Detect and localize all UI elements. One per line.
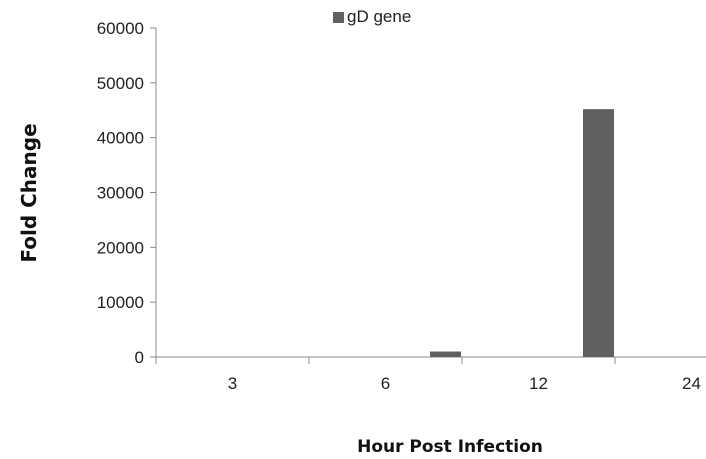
x-tick-label: 24 <box>682 374 701 393</box>
y-tick-label: 40000 <box>97 129 144 148</box>
x-tick-label: 6 <box>381 374 390 393</box>
y-axis-title: Fold Change <box>17 123 41 262</box>
y-tick-label: 10000 <box>97 293 144 312</box>
y-tick-label: 20000 <box>97 238 144 257</box>
legend-label: gD gene <box>347 7 411 26</box>
legend-swatch <box>333 12 344 23</box>
x-axis: 3 6 12 24 <box>155 356 706 393</box>
y-tick-label: 30000 <box>97 184 144 203</box>
bar-12 <box>583 109 614 357</box>
x-axis-title: Hour Post Infection <box>357 437 543 457</box>
y-tick-label: 0 <box>135 348 144 367</box>
legend: gD gene <box>333 7 411 26</box>
y-tick-label: 60000 <box>97 19 144 38</box>
y-axis: 0 10000 20000 30000 40000 50000 60000 <box>97 19 157 367</box>
x-tick-label: 12 <box>529 374 548 393</box>
x-tick-label: 3 <box>228 374 237 393</box>
y-tick-label: 50000 <box>97 74 144 93</box>
bars <box>277 109 614 357</box>
bar-6 <box>430 351 461 357</box>
